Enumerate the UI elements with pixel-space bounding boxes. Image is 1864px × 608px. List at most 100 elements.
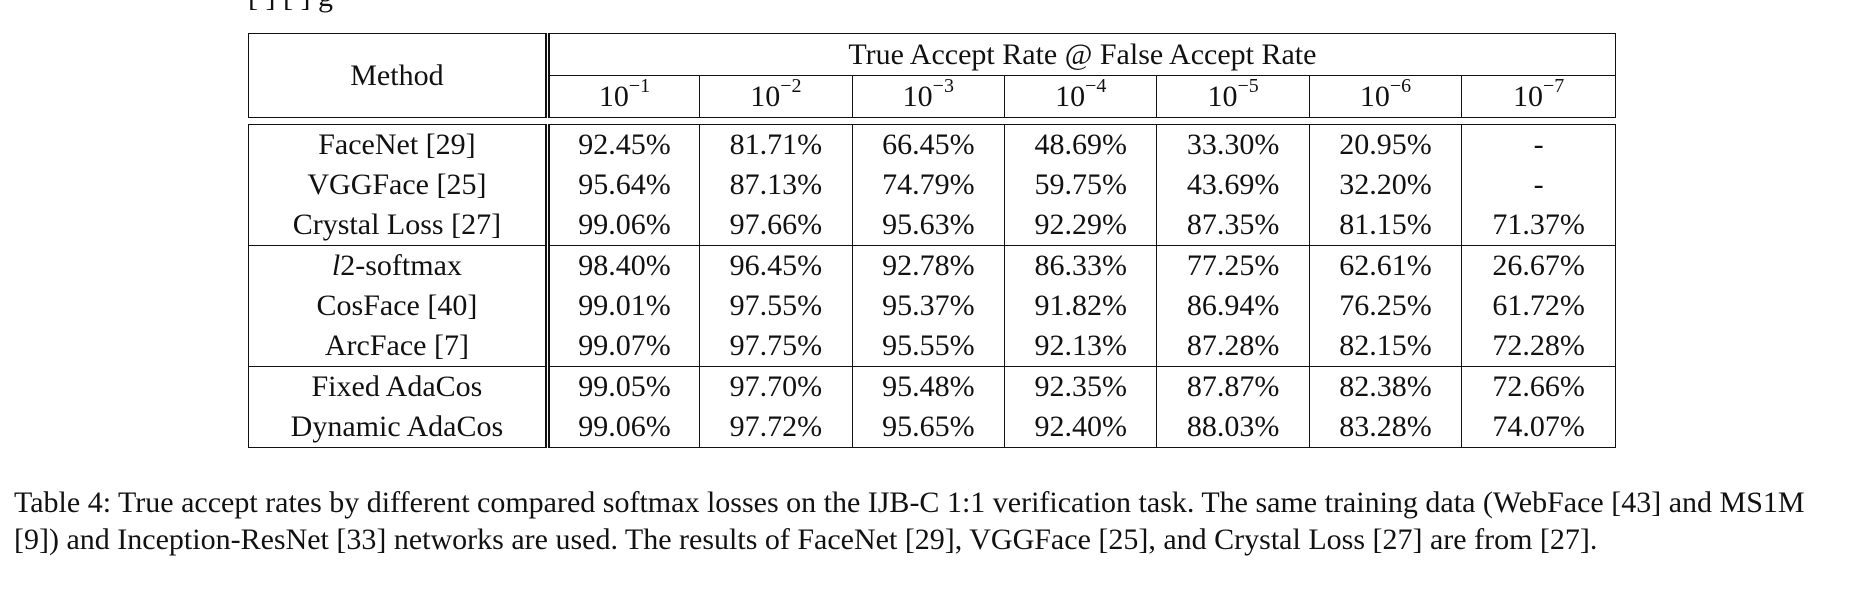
tar-value: 99.06% bbox=[547, 407, 700, 448]
far-exponent: −7 bbox=[1542, 74, 1565, 97]
tar-value: 92.45% bbox=[547, 124, 700, 165]
table-row: VGGFace [25] 95.64% 87.13% 74.79% 59.75% 43.6… bbox=[248, 165, 1616, 205]
far-base: 10 bbox=[750, 79, 781, 113]
tar-value: 82.38% bbox=[1308, 366, 1462, 407]
tar-value: - bbox=[1461, 165, 1616, 205]
method-name-rest: 2-softmax bbox=[340, 249, 462, 282]
previous-text-fragment: [ ] [ ] g bbox=[248, 0, 333, 12]
tar-value: 87.35% bbox=[1156, 205, 1310, 246]
tar-value: 95.37% bbox=[851, 286, 1005, 326]
far-base: 10 bbox=[902, 79, 933, 113]
tar-value: 99.05% bbox=[547, 366, 700, 407]
tar-value: 74.79% bbox=[851, 165, 1005, 205]
tar-value: 99.06% bbox=[578, 208, 671, 241]
tar-value: 72.66% bbox=[1461, 366, 1616, 407]
table-row: Crystal Loss [27] 99.06% 97.66% 95.63% 92.29… bbox=[248, 205, 1616, 246]
method-name: FaceNet [29] bbox=[248, 124, 550, 165]
far-exponent: −2 bbox=[780, 74, 802, 97]
table-row: l2-softmax 98.40% 96.45% 92.78% 86.33% 77.25%… bbox=[248, 245, 1616, 286]
method-name: ArcFace [7] bbox=[248, 326, 550, 367]
results-table: Method True Accept Rate @ False Accept R… bbox=[248, 33, 1617, 448]
tar-value: 86.94% bbox=[1156, 286, 1310, 326]
tar-value: 61.72% bbox=[1461, 286, 1616, 326]
tar-value: 92.13% bbox=[1004, 326, 1157, 367]
table-row: Fixed AdaCos 99.05% 97.70% 95.48% 92.35% 87.8… bbox=[248, 366, 1616, 407]
table-caption: Table 4: True accept rates by different … bbox=[14, 484, 1854, 558]
method-name: CosFace [40] bbox=[248, 286, 550, 326]
tar-value: 76.25% bbox=[1308, 286, 1462, 326]
method-name: Crystal Loss [27] bbox=[248, 205, 550, 246]
method-name: VGGFace [25] bbox=[248, 165, 550, 205]
method-name: Dynamic AdaCos bbox=[248, 407, 550, 448]
method-name-italic-prefix: l bbox=[331, 249, 341, 282]
tar-value: 99.07% bbox=[578, 329, 671, 362]
far-header-5: 10−5 bbox=[1156, 74, 1310, 118]
results-table-container: Method True Accept Rate @ False Accept R… bbox=[248, 33, 1617, 448]
tar-value: 66.45% bbox=[851, 124, 1005, 165]
tar-value: 96.45% bbox=[699, 245, 853, 286]
tar-value: 95.48% bbox=[851, 366, 1005, 407]
far-exponent: −4 bbox=[1085, 74, 1107, 97]
tar-value: 20.95% bbox=[1308, 124, 1462, 165]
far-base: 10 bbox=[1055, 79, 1086, 113]
tar-value: 43.69% bbox=[1156, 165, 1310, 205]
tar-value: 98.40% bbox=[547, 245, 700, 286]
tar-value: - bbox=[1461, 124, 1616, 165]
tar-value: 92.78% bbox=[851, 245, 1005, 286]
caption-label: Table 4: bbox=[14, 486, 112, 519]
far-exponent: −1 bbox=[628, 74, 651, 97]
tar-value: 95.64% bbox=[578, 168, 671, 201]
tar-value: 97.70% bbox=[699, 366, 853, 407]
far-header-2: 10−2 bbox=[699, 74, 853, 118]
table-row: ArcFace [7] 99.07% 97.75% 95.55% 92.13% 87.28… bbox=[248, 326, 1616, 367]
group-header: True Accept Rate @ False Accept Rate bbox=[547, 33, 1617, 76]
tar-value: 87.13% bbox=[699, 165, 853, 205]
tar-value: 97.75% bbox=[699, 326, 853, 367]
tar-value: 48.69% bbox=[1004, 124, 1157, 165]
tar-value: 97.72% bbox=[699, 407, 853, 448]
method-header: Method bbox=[248, 33, 550, 118]
tar-value: 74.07% bbox=[1461, 407, 1616, 448]
tar-value: 26.67% bbox=[1461, 245, 1616, 286]
far-base: 10 bbox=[1207, 79, 1238, 113]
tar-value: 81.15% bbox=[1308, 205, 1462, 246]
tar-value: 71.37% bbox=[1461, 205, 1616, 246]
tar-value: 97.66% bbox=[699, 205, 853, 246]
header-row-group: Method True Accept Rate @ False Accept R… bbox=[248, 33, 1617, 118]
tar-value: 33.30% bbox=[1156, 124, 1310, 165]
far-header-1: 10−1 bbox=[547, 74, 700, 118]
tar-value: 95.55% bbox=[851, 326, 1005, 367]
tar-value: 87.28% bbox=[1156, 326, 1310, 367]
far-header-7: 10−7 bbox=[1461, 74, 1616, 118]
far-base: 10 bbox=[598, 79, 629, 113]
tar-value: 86.33% bbox=[1004, 245, 1157, 286]
far-header-4: 10−4 bbox=[1004, 74, 1157, 118]
far-exponent: −6 bbox=[1389, 74, 1412, 97]
tar-value: 97.55% bbox=[699, 286, 853, 326]
tar-value: 88.03% bbox=[1156, 407, 1310, 448]
far-base: 10 bbox=[1359, 79, 1390, 113]
tar-value: 59.75% bbox=[1004, 165, 1157, 205]
tar-value: 82.15% bbox=[1308, 326, 1462, 367]
tar-value: 92.35% bbox=[1004, 366, 1157, 407]
method-name: Fixed AdaCos bbox=[248, 366, 550, 407]
far-exponent: −3 bbox=[932, 74, 954, 97]
far-header-6: 10−6 bbox=[1308, 74, 1462, 118]
tar-value: 95.63% bbox=[851, 205, 1005, 246]
tar-value: 99.01% bbox=[578, 289, 671, 322]
tar-value: 87.87% bbox=[1156, 366, 1310, 407]
tar-value: 92.29% bbox=[1004, 205, 1157, 246]
far-base: 10 bbox=[1512, 79, 1543, 113]
tar-value: 32.20% bbox=[1308, 165, 1462, 205]
tar-value: 81.71% bbox=[699, 124, 853, 165]
table-row: CosFace [40] 99.01% 97.55% 95.37% 91.82% 86.9… bbox=[248, 286, 1616, 326]
tar-value: 95.65% bbox=[851, 407, 1005, 448]
tar-value: 91.82% bbox=[1004, 286, 1157, 326]
caption-text: True accept rates by different compared … bbox=[14, 486, 1805, 556]
tar-value: 62.61% bbox=[1308, 245, 1462, 286]
far-exponent: −5 bbox=[1237, 74, 1259, 97]
tar-value: 72.28% bbox=[1461, 326, 1616, 367]
header-gap bbox=[249, 118, 1616, 125]
far-header-3: 10−3 bbox=[851, 74, 1005, 118]
table-row: Dynamic AdaCos 99.06% 97.72% 95.65% 92.40% 88… bbox=[248, 407, 1616, 448]
